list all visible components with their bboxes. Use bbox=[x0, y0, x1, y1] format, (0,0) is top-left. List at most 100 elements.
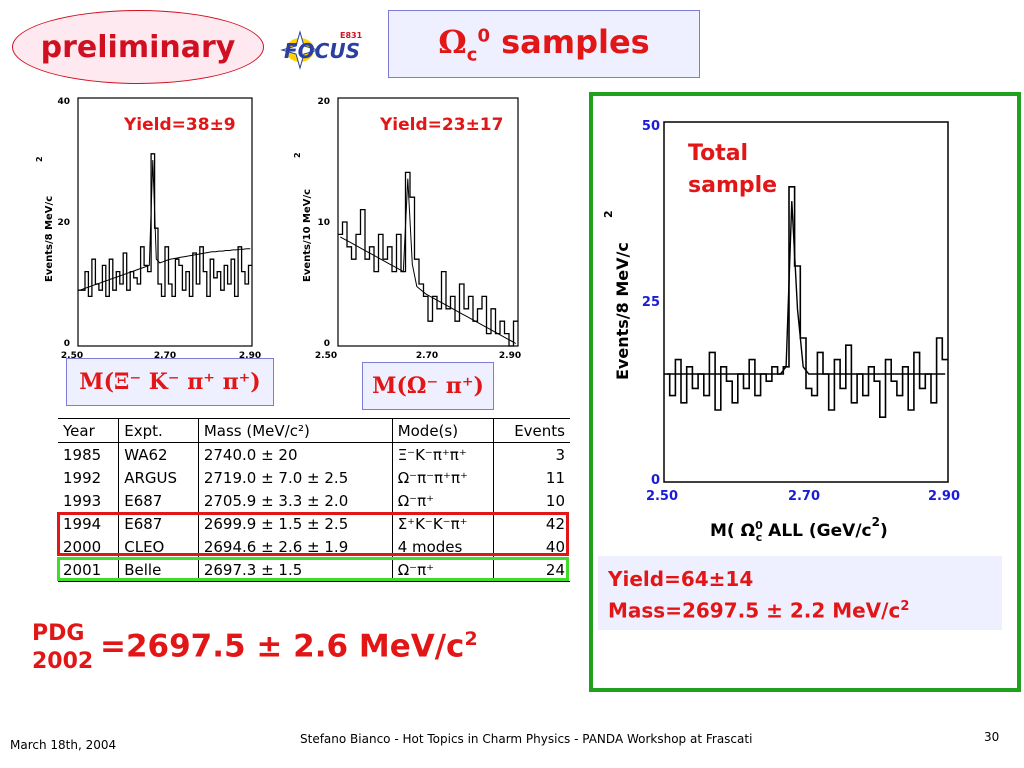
title-sup: 0 bbox=[477, 25, 490, 47]
pdg-value-sup: 2 bbox=[464, 628, 478, 650]
plot3-label-line2: sample bbox=[688, 173, 777, 198]
logo-text: FOCUS bbox=[284, 39, 360, 63]
table-cell: 2740.0 ± 20 bbox=[198, 442, 393, 466]
plot1-fit-curve bbox=[79, 159, 251, 291]
table-cell: Ω⁻π⁻π⁺π⁺ bbox=[392, 466, 495, 489]
result-box: Yield=64±14 Mass=2697.5 ± 2.2 MeV/c2 bbox=[598, 556, 1002, 630]
plot1-xtick-3: 2.90 bbox=[239, 351, 261, 361]
table-cell: CLEO bbox=[118, 535, 199, 558]
table-header: Expt. bbox=[118, 418, 199, 443]
table-row: 1993 E687 2705.9 ± 3.3 ± 2.0 Ω⁻π⁺ 10 bbox=[58, 489, 570, 512]
plot1-ylabel-sup: 2 bbox=[36, 156, 44, 162]
table-cell: 24 bbox=[493, 558, 570, 582]
title-rest: samples bbox=[501, 22, 650, 61]
plot3-xlabel-main: M( Ω bbox=[710, 521, 755, 541]
plot2-fit-curve bbox=[340, 178, 517, 344]
table-header-row: Year Expt. Mass (MeV/c²) Mode(s) Events bbox=[58, 418, 570, 443]
result-mass: Mass=2697.5 ± 2.2 MeV/c bbox=[608, 598, 901, 623]
plot3-xlabel-unit-sup: 2 bbox=[872, 515, 880, 529]
table-cell: 4 modes bbox=[392, 535, 495, 558]
plot1-ylabel: Events/8 MeV/c bbox=[44, 196, 55, 282]
page-title: Ωc0 samples bbox=[438, 23, 649, 65]
pdg-label: PDG 2002 bbox=[32, 620, 93, 676]
plot-omega-pi: 20 10 0 2.50 2.70 2.90 Events/10 MeV/c 2… bbox=[293, 97, 521, 361]
table-cell: Ω⁻π⁺ bbox=[392, 489, 495, 512]
plot1-frame bbox=[77, 97, 253, 347]
plot3-ytick-mid: 25 bbox=[642, 295, 660, 310]
page-number: 30 bbox=[984, 730, 1000, 744]
plot3-xtick-3: 2.90 bbox=[928, 489, 960, 504]
plot2-xtick-1: 2.50 bbox=[315, 351, 337, 361]
table-row: 1994 E687 2699.9 ± 1.5 ± 2.5 Σ⁺K⁻K⁻π⁺ 42 bbox=[58, 512, 570, 535]
plot1-xtick-1: 2.50 bbox=[61, 351, 83, 361]
preliminary-badge: preliminary bbox=[12, 10, 264, 84]
table-cell: 2694.6 ± 2.6 ± 1.9 bbox=[198, 535, 393, 558]
plot3-xlabel-sup: 0 bbox=[755, 519, 763, 532]
plot1-mode: M(Ξ⁻ K⁻ π⁺ π⁺) bbox=[79, 369, 261, 395]
plot3-xlabel-close: ) bbox=[880, 521, 888, 541]
title-box: Ωc0 samples bbox=[388, 10, 700, 78]
logo-tag: E831 bbox=[340, 31, 363, 40]
plot3-ytick-top: 50 bbox=[642, 119, 660, 134]
plot2-ytick-bottom: 0 bbox=[324, 339, 330, 349]
preliminary-label: preliminary bbox=[40, 29, 236, 65]
plot3-label-line1: Total bbox=[688, 141, 748, 166]
focus-logo: FOCUS E831 bbox=[280, 30, 363, 70]
table-cell: E687 bbox=[118, 489, 199, 512]
table-cell: 2697.3 ± 1.5 bbox=[198, 558, 393, 582]
plot2-yield: Yield=23±17 bbox=[379, 115, 503, 135]
plot1-histogram bbox=[78, 153, 252, 298]
plot3-xlabel: M( Ω0 c ALL (GeV/c2) bbox=[710, 515, 888, 544]
plot3-xlabel-rest: ALL (GeV/c bbox=[762, 521, 871, 541]
plot2-xtick-3: 2.90 bbox=[499, 351, 521, 361]
table-cell: 2699.9 ± 1.5 ± 2.5 bbox=[198, 512, 393, 535]
plot1-ytick-top: 40 bbox=[57, 97, 70, 107]
plot3-fit-curve bbox=[666, 201, 946, 375]
table-cell: E687 bbox=[118, 512, 199, 535]
plot3-xtick-2: 2.70 bbox=[788, 489, 820, 504]
table-cell: 1992 bbox=[58, 466, 120, 489]
table-row: 1992 ARGUS 2719.0 ± 7.0 ± 2.5 Ω⁻π⁻π⁺π⁺ 1… bbox=[58, 466, 570, 489]
table-row: 1985 WA62 2740.0 ± 20 Ξ⁻K⁻π⁺π⁺ 3 bbox=[58, 442, 570, 466]
table-cell: 3 bbox=[555, 445, 565, 464]
table-cell: 2705.9 ± 3.3 ± 2.0 bbox=[198, 489, 393, 512]
highlight-green-row bbox=[57, 557, 569, 581]
table-row: 2001 Belle 2697.3 ± 1.5 Ω⁻π⁺ 24 bbox=[58, 558, 570, 582]
table-cell: Ξ⁻K⁻π⁺π⁺ bbox=[392, 442, 495, 466]
plot3-ylabel: Events/8 MeV/c bbox=[613, 242, 632, 380]
plot2-ylabel: Events/10 MeV/c bbox=[302, 189, 313, 282]
table-cell: 1994 bbox=[58, 512, 120, 535]
plot3-ylabel-sup: 2 bbox=[602, 210, 615, 218]
footer-text: Stefano Bianco - Hot Topics in Charm Phy… bbox=[300, 732, 753, 746]
plot2-xtick-2: 2.70 bbox=[416, 351, 438, 361]
table-header: Mass (MeV/c²) bbox=[198, 418, 393, 443]
pdg-line2: 2002 bbox=[32, 649, 94, 674]
table-cell: 10 bbox=[545, 491, 565, 510]
pdg-value-text: =2697.5 ± 2.6 MeV/c bbox=[100, 628, 465, 665]
plot1-ytick-bottom: 0 bbox=[64, 339, 70, 349]
plot2-ytick-mid: 10 bbox=[317, 218, 330, 228]
result-yield: Yield=64±14 bbox=[608, 567, 754, 591]
title-sub: c bbox=[466, 44, 478, 66]
footer-date: March 18th, 2004 bbox=[10, 738, 117, 752]
plot2-histogram bbox=[338, 171, 518, 347]
table-cell: 1985 bbox=[58, 442, 120, 466]
table-header: Events bbox=[493, 418, 570, 443]
table-row: 2000 CLEO 2694.6 ± 2.6 ± 1.9 4 modes 40 bbox=[58, 535, 570, 558]
plot2-ylabel-sup: 2 bbox=[293, 152, 302, 158]
plot3-ytick-bottom: 0 bbox=[651, 473, 660, 488]
plot3-xlabel-sub: c bbox=[756, 531, 763, 544]
result-mass-sup: 2 bbox=[900, 599, 910, 614]
plot3-histogram bbox=[664, 186, 948, 418]
title-symbol: Ω bbox=[438, 22, 467, 61]
result-mass-line: Mass=2697.5 ± 2.2 MeV/c2 bbox=[608, 593, 1002, 625]
logo-star-burst bbox=[280, 30, 320, 70]
table-cell: 11 bbox=[545, 468, 565, 487]
table-header: Mode(s) bbox=[392, 418, 495, 443]
plot3-frame bbox=[663, 121, 949, 483]
total-sample-frame bbox=[589, 92, 1021, 692]
omega-c-measurements-table: Year Expt. Mass (MeV/c²) Mode(s) Events … bbox=[58, 418, 570, 582]
plot2-ytick-top: 20 bbox=[317, 97, 330, 107]
plot1-yield: Yield=38±9 bbox=[123, 115, 236, 135]
table-cell: ARGUS bbox=[118, 466, 199, 489]
